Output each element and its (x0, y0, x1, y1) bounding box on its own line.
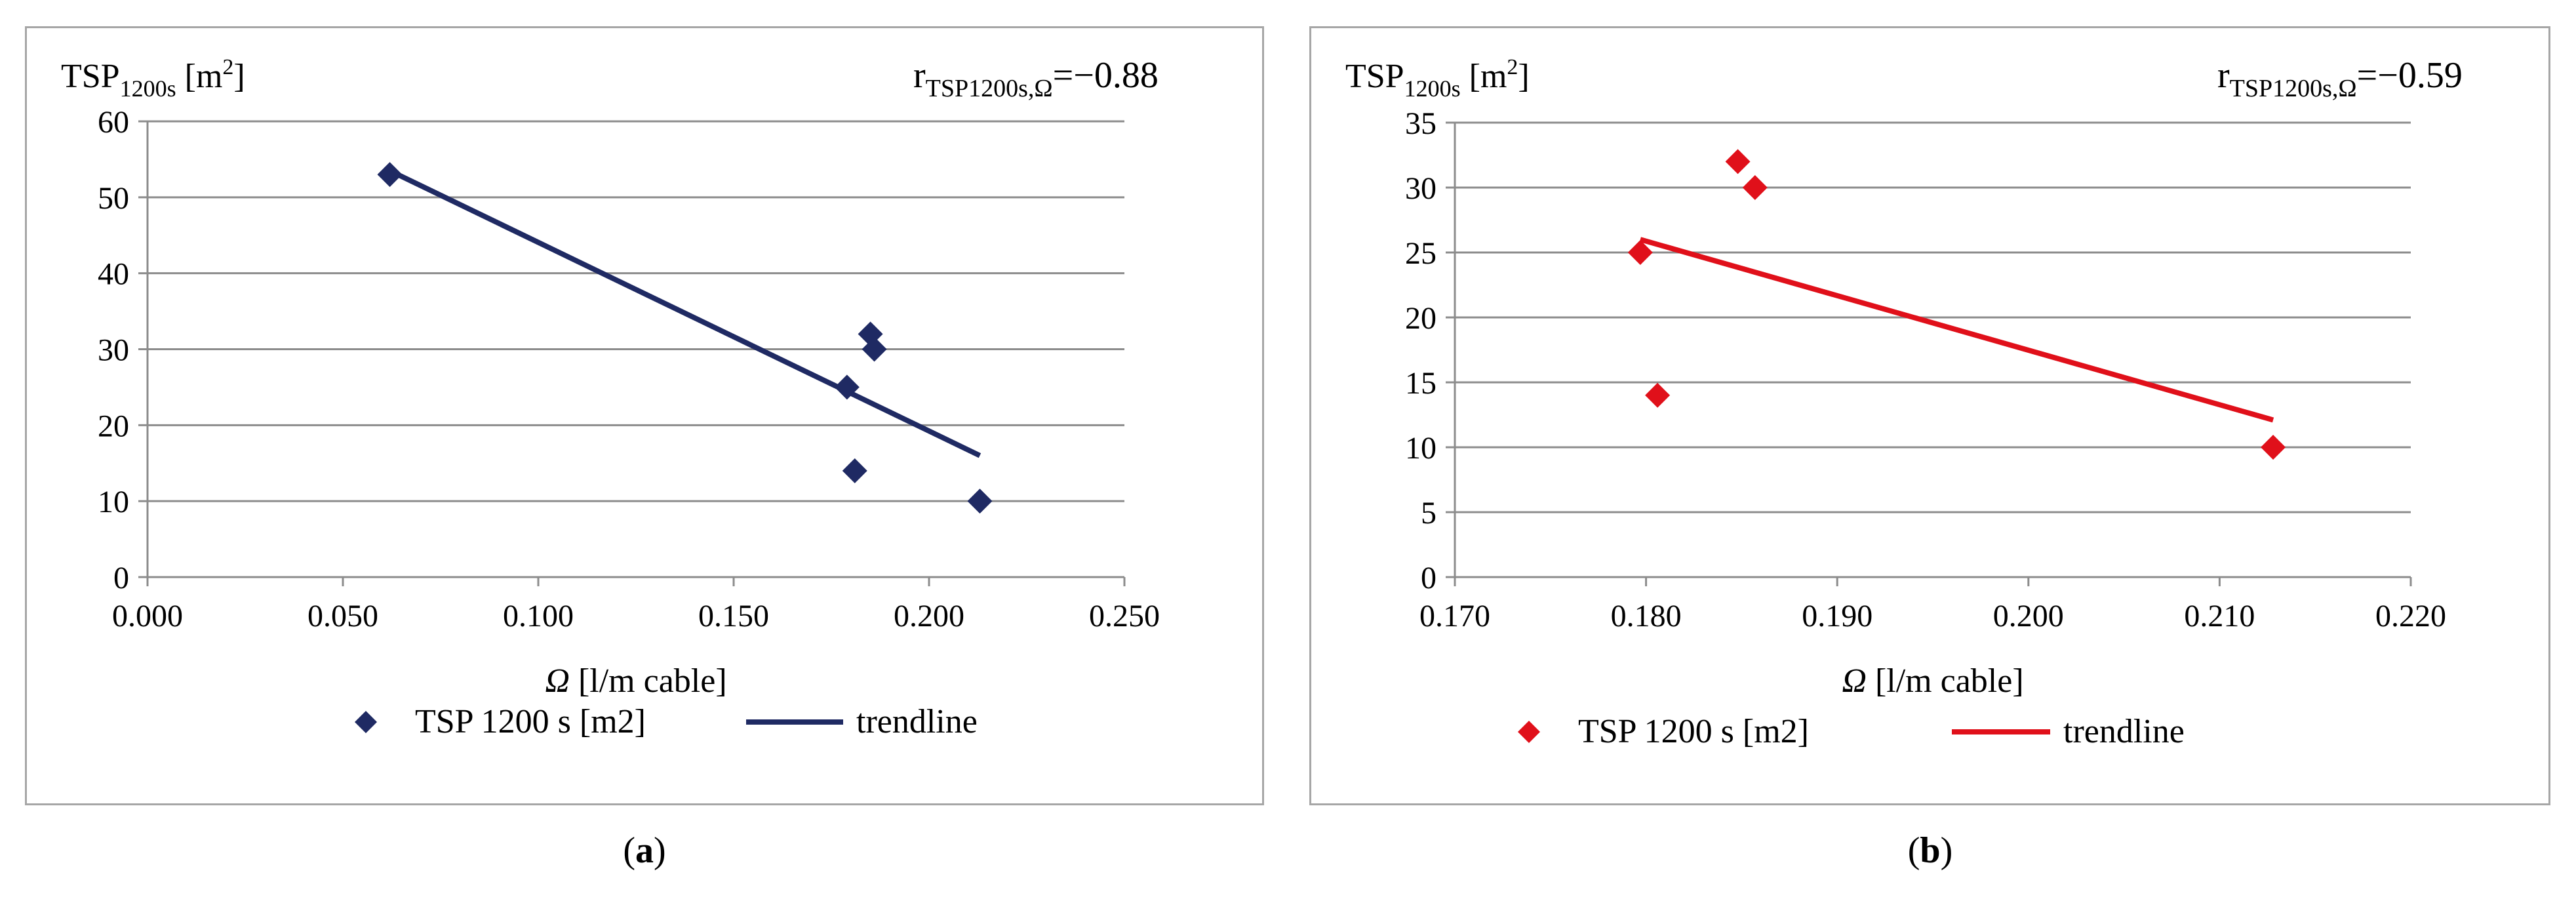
x-tick-label: 0.200 (1993, 599, 2064, 634)
y-tick-label: 5 (1421, 496, 1437, 531)
y-axis-label: TSP1200s [m2] (1345, 55, 1530, 102)
y-tick-label: 10 (1405, 431, 1437, 466)
legend-label-points: TSP 1200 s [m2] (1578, 713, 1809, 750)
x-tick-label: 0.180 (1611, 599, 1682, 634)
y-tick-label: 20 (1405, 301, 1437, 336)
x-tick-label: 0.170 (1419, 599, 1490, 634)
legend-label-trendline: trendline (856, 703, 978, 740)
y-tick-label: 30 (98, 333, 129, 368)
x-axis-label: Ω [l/m cable] (1842, 662, 2023, 700)
y-tick-label: 0 (113, 561, 129, 595)
chart-b-svg: 0 5 10 15 20 25 30 35 0.170 0.180 0.190 0.200 0.210 0… (1345, 55, 2463, 750)
x-tick-label: 0.220 (2375, 599, 2446, 634)
data-point (858, 321, 883, 347)
x-tick-label: 0.150 (698, 599, 769, 634)
y-tick-label: 50 (98, 181, 129, 216)
data-point (1725, 149, 1751, 174)
data-point (377, 162, 403, 188)
data-point (842, 458, 867, 483)
data-point (834, 374, 860, 400)
y-tick-label: 20 (98, 409, 129, 443)
caption-a: (a) (623, 830, 666, 871)
data-point (1645, 382, 1671, 408)
caption-b: (b) (1907, 830, 1953, 871)
y-tick-label: 60 (98, 105, 129, 140)
legend-label-points: TSP 1200 s [m2] (415, 703, 646, 740)
x-tick-label: 0.200 (894, 599, 964, 634)
data-point (862, 336, 887, 362)
data-point (1627, 240, 1653, 265)
legend-marker-points (355, 711, 377, 733)
x-axis-label: Ω [l/m cable] (545, 662, 726, 700)
y-tick-label: 25 (1405, 236, 1437, 271)
chart-panel-b (1309, 26, 2550, 805)
x-tick-label: 0.050 (307, 599, 378, 634)
x-tick-label: 0.000 (112, 599, 183, 634)
chart-a-svg: 0 10 20 30 40 50 60 0.000 0.050 0.100 0.150 0.200 0.… (61, 55, 1160, 740)
y-tick-label: 0 (1421, 561, 1437, 595)
x-tick-label: 0.190 (1802, 599, 1873, 634)
correlation-annotation: rTSP1200s,Ω=−0.59 (2217, 55, 2463, 102)
y-tick-label: 10 (98, 485, 129, 519)
y-tick-label: 15 (1405, 366, 1437, 401)
data-point (967, 489, 993, 514)
caption-a-letter: a (635, 830, 654, 871)
data-point (1742, 175, 1768, 200)
data-point (2261, 435, 2286, 460)
legend-label-trendline: trendline (2063, 713, 2185, 750)
y-tick-label: 40 (98, 257, 129, 292)
correlation-annotation: rTSP1200s,Ω=−0.88 (913, 55, 1159, 102)
y-axis-label: TSP1200s [m2] (61, 55, 245, 102)
trendline (388, 168, 981, 458)
caption-b-letter: b (1920, 830, 1941, 871)
x-tick-label: 0.100 (503, 599, 574, 634)
trendline (1639, 237, 2274, 423)
x-tick-label: 0.210 (2184, 599, 2255, 634)
chart-panel-a (25, 26, 1264, 805)
y-tick-label: 30 (1405, 171, 1437, 206)
y-tick-label: 35 (1405, 106, 1437, 141)
legend-marker-points (1518, 721, 1540, 743)
x-tick-label: 0.250 (1089, 599, 1160, 634)
